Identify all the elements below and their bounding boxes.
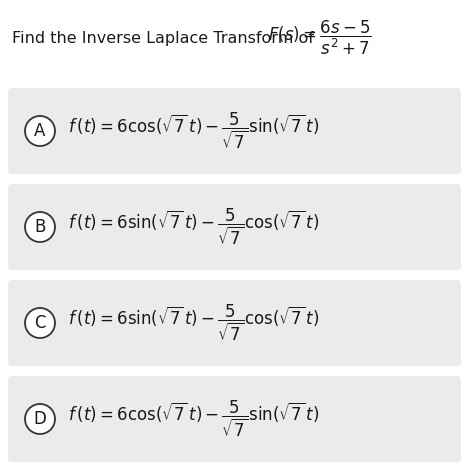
Text: C: C [34, 314, 46, 332]
Circle shape [25, 308, 55, 338]
Text: Find the Inverse Laplace Transform of: Find the Inverse Laplace Transform of [12, 30, 319, 45]
Text: $f\,(t) = 6\sin(\sqrt{7}\,t) - \dfrac{5}{\sqrt{7}}\cos\!\left(\sqrt{7}\,t\right): $f\,(t) = 6\sin(\sqrt{7}\,t) - \dfrac{5}… [68, 207, 319, 247]
Text: $f\,(t) = 6\cos(\sqrt{7}\,t) - \dfrac{5}{\sqrt{7}}\sin\!\left(\sqrt{7}\,t\right): $f\,(t) = 6\cos(\sqrt{7}\,t) - \dfrac{5}… [68, 399, 319, 439]
Text: $F(s) = \dfrac{6s-5}{s^2+7}$: $F(s) = \dfrac{6s-5}{s^2+7}$ [268, 19, 372, 57]
FancyBboxPatch shape [8, 376, 461, 462]
FancyBboxPatch shape [8, 280, 461, 366]
Text: $f\,(t) = 6\sin(\sqrt{7}\,t) - \dfrac{5}{\sqrt{7}}\cos\!\left(\sqrt{7}\,t\right): $f\,(t) = 6\sin(\sqrt{7}\,t) - \dfrac{5}… [68, 303, 319, 343]
Text: A: A [34, 122, 45, 140]
Circle shape [25, 116, 55, 146]
Text: B: B [34, 218, 45, 236]
Circle shape [25, 404, 55, 434]
Circle shape [25, 212, 55, 242]
FancyBboxPatch shape [8, 88, 461, 174]
Text: D: D [34, 410, 46, 428]
Text: $f\,(t) = 6\cos(\sqrt{7}\,t) - \dfrac{5}{\sqrt{7}}\sin\!\left(\sqrt{7}\,t\right): $f\,(t) = 6\cos(\sqrt{7}\,t) - \dfrac{5}… [68, 111, 319, 151]
FancyBboxPatch shape [8, 184, 461, 270]
